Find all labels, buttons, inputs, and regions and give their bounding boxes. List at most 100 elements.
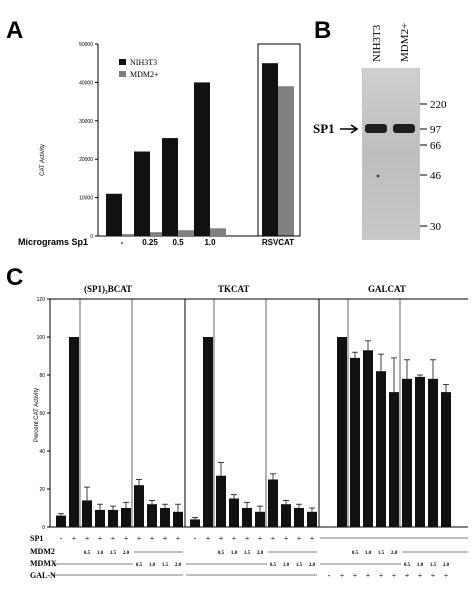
bar-group0-9 <box>173 511 183 527</box>
mdmx-dose: 1.5 <box>296 563 303 568</box>
mdmx-dose: 0.5 <box>404 563 411 568</box>
panel-a-y-tick-label: 50000 <box>79 42 93 48</box>
mdm2-dose: 2.0 <box>257 551 264 556</box>
bar-mdm2-1 <box>150 232 166 236</box>
bar-group2-5 <box>389 392 399 527</box>
row-label-mdmx: MDMX <box>30 559 57 568</box>
group-title-sp1bcat: (SP1)₃BCAT <box>84 284 132 294</box>
panel-c-condition-table: SP1 MDM2 MDMX GAL-N - + + + + + + + + +0.5 1.0 1.5 2… <box>30 534 468 580</box>
bar-mdm2-3 <box>210 228 226 236</box>
marker-97: 97 <box>430 124 442 136</box>
panel-a-y-tick-label: 40000 <box>79 80 93 86</box>
sp1-symbol: + <box>258 534 263 543</box>
sp1-symbol: - <box>194 534 197 543</box>
marker-ticks <box>420 103 427 227</box>
galn-symbol: - <box>328 571 331 580</box>
bar-group1-3 <box>229 498 239 527</box>
western-blot-texture <box>363 68 419 240</box>
bar-group1-4 <box>242 508 252 527</box>
bar-group1-9 <box>307 511 317 527</box>
bar-nih3t3-3 <box>194 82 210 237</box>
sp1-symbol: + <box>98 534 103 543</box>
panel-c-y-tick-label: 20 <box>39 487 45 493</box>
bar-group2-6 <box>402 378 412 527</box>
panel-a-y-tick-label: 10000 <box>79 196 93 202</box>
sp1-symbol: + <box>163 534 168 543</box>
sp1-band-lane2 <box>393 124 415 133</box>
sp1-symbol: + <box>150 534 155 543</box>
panel-c: C Percent CAT Activity (SP1)₃BCAT TKCAT … <box>6 264 468 580</box>
panel-b: B NIH3T3 MDM2+ SP1 220 97 66 46 30 <box>313 17 447 240</box>
panel-c-label: C <box>6 264 23 291</box>
mdm2-dose: 0.5 <box>218 551 225 556</box>
panel-a-y-axis-label: CAT Activity <box>40 144 46 176</box>
sp1-symbol: + <box>232 534 237 543</box>
mdm2-dose: 1.0 <box>365 551 372 556</box>
bar-group2-1 <box>337 337 347 527</box>
bar-group2-2 <box>350 357 360 527</box>
bar-group1-5 <box>255 511 265 527</box>
galn-symbol: + <box>379 571 384 580</box>
panel-b-label: B <box>314 17 331 44</box>
bar-nih3t3-2 <box>162 138 178 236</box>
panel-a-label: A <box>6 17 23 44</box>
mdmx-dose: 1.0 <box>417 563 424 568</box>
mdm2-dose: 2.0 <box>391 551 398 556</box>
sp1-symbol: + <box>284 534 289 543</box>
mdmx-dose: 2.0 <box>175 563 182 568</box>
bar-group0-5 <box>121 508 131 527</box>
bar-mdm2-4 <box>278 86 294 237</box>
panel-a-y-tick-label: 20000 <box>79 157 93 163</box>
marker-30: 30 <box>430 221 442 233</box>
marker-220: 220 <box>430 99 447 111</box>
row-label-mdm2: MDM2 <box>30 547 55 556</box>
legend-swatch-nih3t3 <box>119 59 126 65</box>
sp1-symbol: - <box>60 534 63 543</box>
panel-c-y-axis-label: Percent CAT Activity <box>34 388 40 442</box>
panel-a-y-tick-label: 30000 <box>79 119 93 125</box>
sp1-arrow-icon <box>340 124 359 134</box>
panel-c-y-tick-label: 40 <box>39 449 45 455</box>
galn-symbol: + <box>444 571 449 580</box>
galn-symbol: + <box>405 571 410 580</box>
sp1-symbol: + <box>206 534 211 543</box>
panel-a-y-tick-label: 0 <box>90 234 93 240</box>
panel-a-x-tick-label: - <box>121 238 124 247</box>
sp1-symbol: + <box>310 534 315 543</box>
legend-swatch-mdm2 <box>119 71 126 77</box>
bar-group0-7 <box>147 504 157 527</box>
mdm2-dose: 1.5 <box>244 551 251 556</box>
legend-label-mdm2: MDM2+ <box>130 70 159 79</box>
bar-nih3t3-4 <box>262 63 278 237</box>
bar-group2-4 <box>376 371 386 527</box>
mdmx-dose: 0.5 <box>270 563 277 568</box>
sp1-symbol: + <box>176 534 181 543</box>
bar-group0-1 <box>69 337 79 527</box>
panel-c-y-tick-label: 120 <box>37 297 46 303</box>
bar-group0-6 <box>134 485 144 527</box>
panel-a: A CAT Activity Micrograms Sp1 50000 40000… <box>6 17 301 247</box>
band-label-sp1: SP1 <box>313 121 335 136</box>
sp1-symbol: + <box>297 534 302 543</box>
mdm2-dose: 1.5 <box>110 551 117 556</box>
mdm2-dose: 0.5 <box>84 551 91 556</box>
mdm2-dose: 0.5 <box>352 551 359 556</box>
bar-nih3t3-1 <box>134 151 150 236</box>
bar-group0-0 <box>56 515 66 527</box>
panel-a-rsv-box <box>257 43 301 237</box>
lane-label-nih3t3: NIH3T3 <box>371 24 383 62</box>
galn-symbol: + <box>340 571 345 580</box>
blot-speck <box>376 174 380 178</box>
sp1-symbol: + <box>137 534 142 543</box>
bar-group0-8 <box>160 508 170 527</box>
panel-a-x-tick-label: 1.0 <box>204 238 216 247</box>
mdmx-dose: 1.0 <box>149 563 156 568</box>
sp1-symbol: + <box>245 534 250 543</box>
mdmx-dose: 1.5 <box>430 563 437 568</box>
lane-label-mdm2: MDM2+ <box>399 23 411 62</box>
panel-a-x-tick-label: 0.25 <box>142 238 158 247</box>
panel-c-y-tick-label: 80 <box>39 373 45 379</box>
sp1-symbol: + <box>111 534 116 543</box>
bar-group2-7 <box>415 376 425 527</box>
row-label-galn: GAL-N <box>30 571 56 580</box>
